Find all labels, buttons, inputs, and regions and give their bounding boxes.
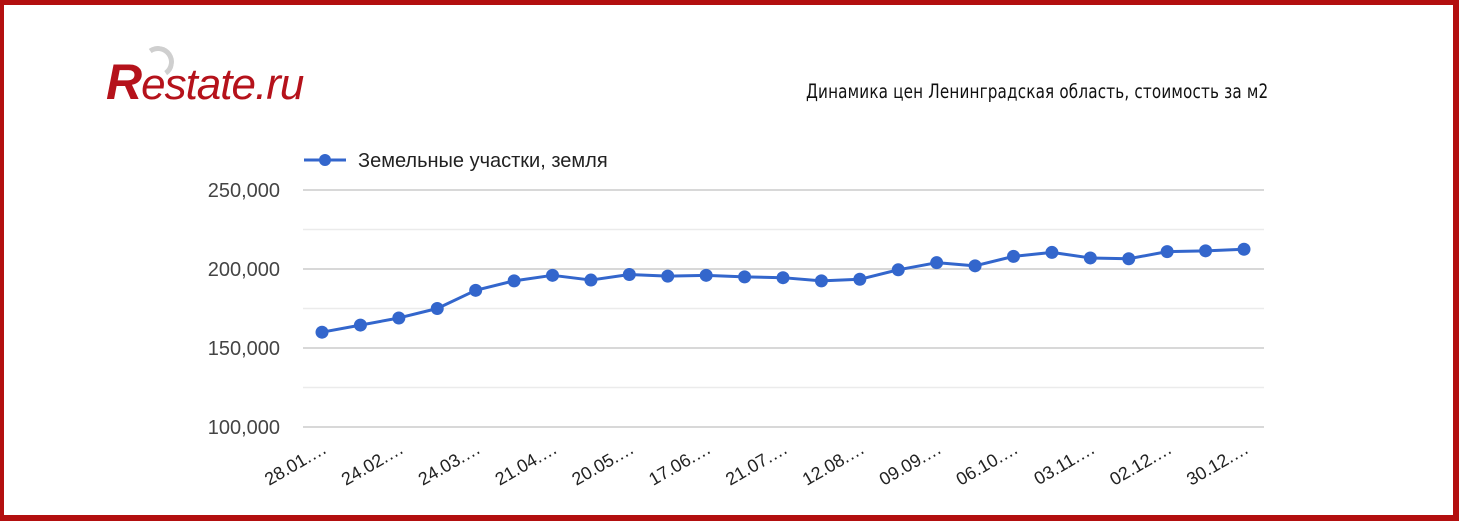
x-tick-label: 17.06.… [645, 438, 714, 489]
data-point[interactable] [776, 271, 790, 285]
data-point[interactable] [738, 270, 752, 284]
data-point[interactable] [930, 256, 944, 270]
x-tick-label: 24.02.… [338, 438, 407, 489]
y-axis: 250,000 200,000 150,000 100,000 [208, 180, 280, 439]
x-tick-label: 28.01.… [261, 438, 330, 489]
y-tick-label: 250,000 [208, 180, 280, 202]
data-point[interactable] [853, 272, 867, 286]
data-point[interactable] [622, 268, 636, 282]
data-point[interactable] [814, 274, 828, 288]
x-tick-label: 21.07.… [722, 438, 791, 489]
data-point[interactable] [891, 263, 905, 277]
data-point[interactable] [430, 302, 444, 315]
x-tick-label: 30.12.… [1183, 438, 1252, 489]
data-point[interactable] [661, 269, 675, 283]
data-point[interactable] [699, 268, 713, 282]
data-point[interactable] [507, 274, 521, 288]
data-point[interactable] [968, 259, 982, 273]
data-point[interactable] [315, 325, 329, 339]
legend-label: Земельные участки, земля [358, 150, 608, 172]
data-point[interactable] [1045, 245, 1059, 259]
x-axis: 28.01.… 24.02.… 24.03.… 21.04.… 20.05.… 17.06… [261, 438, 1252, 489]
data-point[interactable] [353, 318, 367, 332]
x-tick-label: 03.11.… [1031, 438, 1099, 489]
x-tick-label: 12.08.… [799, 438, 868, 489]
series-polyline [321, 247, 1245, 334]
data-point[interactable] [1237, 242, 1251, 256]
chart-title: Динамика цен Ленинградская область, стои… [806, 80, 1269, 103]
legend-marker-icon [319, 154, 331, 166]
data-point[interactable] [392, 311, 406, 325]
x-tick-label: 06.10.… [953, 438, 1022, 489]
series-line [315, 242, 1251, 339]
y-tick-label: 200,000 [208, 259, 280, 281]
x-tick-label: 21.04.… [492, 438, 561, 489]
data-point[interactable] [1083, 251, 1097, 265]
data-point[interactable] [1199, 244, 1213, 258]
data-point[interactable] [546, 268, 559, 282]
x-tick-label: 20.05.… [568, 438, 637, 489]
x-tick-label: 02.12.… [1106, 438, 1175, 489]
x-tick-label: 09.09.… [876, 438, 945, 489]
legend[interactable]: Земельные участки, земля [304, 150, 608, 172]
gridlines [303, 189, 1264, 428]
y-tick-label: 150,000 [208, 338, 280, 360]
data-point[interactable] [584, 273, 598, 287]
logo-text: estate.ru [141, 60, 304, 109]
y-tick-label: 100,000 [208, 417, 280, 439]
x-tick-label: 24.03.… [415, 438, 484, 489]
data-point[interactable] [1160, 245, 1174, 259]
data-point[interactable] [1007, 249, 1020, 263]
data-point[interactable] [469, 283, 483, 297]
logo-letter-r: R [106, 54, 142, 110]
data-point[interactable] [1122, 252, 1136, 266]
